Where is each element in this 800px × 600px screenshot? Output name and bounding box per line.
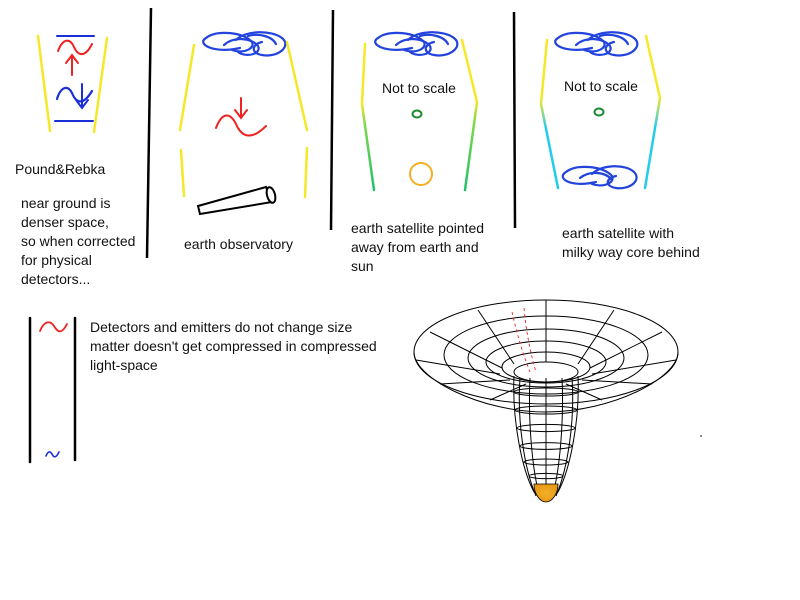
blue-wave-icon [45,451,60,458]
pound-rebka-description: near ground is denser space, so when cor… [21,195,136,287]
milky-way-core-icon [561,165,638,190]
telescope-icon [196,185,277,216]
earth-icon [411,109,423,119]
left-wall [36,34,52,133]
pound-rebka-diagram [36,34,109,134]
observatory-diagram [178,31,309,216]
observatory-caption: earth observatory [184,236,293,252]
earth-icon [593,107,605,117]
satellite-away-caption: earth satellite pointed away from earth … [351,220,485,274]
satellite-core-caption: earth satellite with milky way core behi… [562,225,700,260]
pound-rebka-title: Pound&Rebka [15,161,106,177]
red-wave-icon [57,39,93,56]
detector-column [28,316,77,464]
blue-wave-icon [55,86,94,103]
gravity-well-diagram [413,299,702,503]
satellite-away-diagram [360,31,479,192]
right-wall [92,36,109,134]
galaxy-icon [202,31,287,57]
satellite-core-note: Not to scale [564,78,638,94]
detectors-note: Detectors and emitters do not change siz… [90,319,377,373]
galaxy-icon [374,31,459,57]
satellite-core-diagram [539,31,662,190]
red-wave-icon [39,321,68,333]
well-core-glow [533,483,559,503]
panel-separators [145,7,517,259]
galaxy-icon [554,31,639,57]
sun-icon [409,162,433,186]
satellite-away-note: Not to scale [382,80,456,96]
red-wave-icon [215,114,267,137]
